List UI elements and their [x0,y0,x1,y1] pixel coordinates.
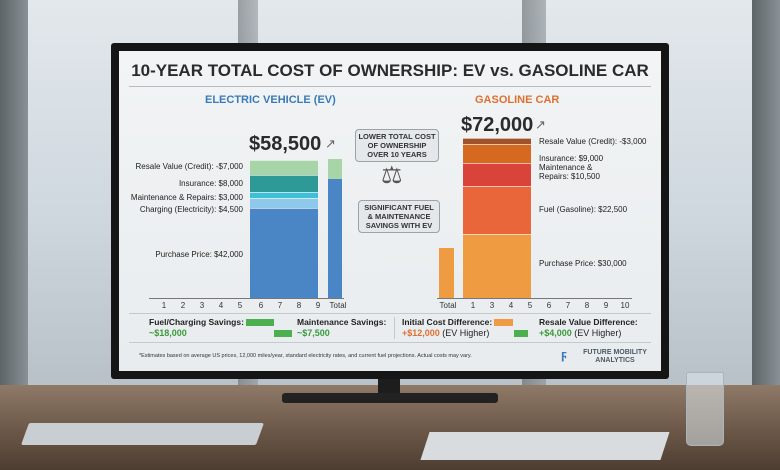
gas-tick-label: 3 [489,301,495,310]
balance-scale-icon: ⚖ [381,162,403,189]
gas-label: Purchase Price: $30,000 [539,259,627,268]
papers [420,432,670,460]
gas-label: Resale Value (Credit): -$3,000 [539,137,647,146]
gas-label: Insurance: $9,000 [539,154,604,163]
bar-segment-insurance [250,174,318,193]
gas-tick-label: 6 [546,301,552,310]
ev-tick-label: Total [329,301,347,310]
logo-icon: ϝ [561,347,567,362]
gas-tick-label: 8 [584,301,590,310]
gas-total-bar [439,247,454,298]
bar-segment-charging-electricity-fuel-gasoline- [463,185,531,234]
bar-segment-resale-value-credit- [250,159,318,175]
divider [129,313,651,314]
bar-segment-purchase-price [463,233,531,298]
bar-segment-maintenance-repairs [250,192,318,199]
summary-value: +$4,000 [539,328,572,338]
window-pillar [0,0,28,400]
gas-label: Maintenance & Repairs: $10,500 [539,163,600,181]
gas-tick-label: 5 [527,301,533,310]
summary-note: (EV Higher) [571,328,622,338]
monitor-base [282,393,498,403]
gas-axis [437,298,632,299]
gas-tick-label: 10 [620,301,630,310]
footnote: *Estimates based on average US prices, 1… [139,353,472,359]
ev-label: Purchase Price: $42,000 [155,250,243,259]
ev-label: Resale Value (Credit): -$7,000 [135,162,243,171]
callout-savings: SIGNIFICANT FUEL & MAINTENANCE SAVINGS W… [358,200,440,233]
summary-value: ~$7,500 [297,328,330,338]
divider [394,317,395,339]
summary-label: Fuel/Charging Savings: [149,317,244,327]
logo-text: FUTURE MOBILITY ANALYTICS [583,349,647,364]
ev-heading: ELECTRIC VEHICLE (EV) [205,94,336,106]
gas-tick-label: 9 [603,301,609,310]
ev-tick-label: 6 [258,301,264,310]
gas-tick-label: 7 [565,301,571,310]
bar-segment-charging-electricity-fuel-gasoline- [250,198,318,209]
clipboard [20,423,265,445]
summary-value: +$12,000 [402,328,440,338]
chart-title: 10-YEAR TOTAL COST OF OWNERSHIP: EV vs. … [131,61,649,80]
summary-label: Initial Cost Difference: [402,317,493,327]
bar-segment-resale-value-credit- [463,137,531,144]
monitor-screen: 10-YEAR TOTAL COST OF OWNERSHIP: EV vs. … [119,51,661,371]
gas-total-label: $72,000 [461,114,534,136]
ev-tick-label: 5 [237,301,243,310]
summary-bar [274,330,292,337]
ev-label: Maintenance & Repairs: $3,000 [130,193,243,202]
ev-tick-label: 8 [296,301,302,310]
ev-label: Insurance: $8,000 [178,179,243,188]
summary-bar [246,319,274,326]
divider [129,342,651,343]
gas-tick-label: 4 [508,301,514,310]
ev-tick-label: 9 [315,301,321,310]
window-pillar [752,0,780,400]
callout-lower-cost: LOWER TOTAL COST OF OWNERSHIP OVER 10 YE… [355,129,439,162]
gas-tick-label: Total [439,301,457,310]
bar-segment-insurance [463,143,531,164]
monitor-stand [378,378,400,396]
summary-label: Resale Value Difference: [539,317,638,327]
bar-segment-maintenance-repairs [463,163,531,186]
ev-tick-label: 3 [199,301,205,310]
gas-tick-label: 1 [470,301,476,310]
summary-note: (EV Higher) [439,328,490,338]
summary-bar [494,319,513,326]
ev-label: Charging (Electricity): $4,500 [139,205,243,214]
summary-value: ~$18,000 [149,328,187,338]
ev-tick-label: 1 [161,301,167,310]
ev-tick-label: 7 [277,301,283,310]
ev-total-bar [328,175,342,298]
ev-tick-label: 4 [218,301,224,310]
trend-up-icon: ↗ [535,117,546,132]
bar-segment-purchase-price [250,208,318,298]
water-glass [686,372,724,446]
ev-total-label: $58,500 [249,133,322,155]
trend-up-icon: ↗ [325,136,336,151]
ev-axis [149,298,344,299]
summary-label: Maintenance Savings: [297,317,387,327]
summary-bar [514,330,528,337]
divider [129,86,651,87]
gas-heading: GASOLINE CAR [475,94,560,106]
gas-label: Fuel (Gasoline): $22,500 [539,205,628,214]
ev-tick-label: 2 [180,301,186,310]
ev-total-bar-resale [328,159,342,179]
